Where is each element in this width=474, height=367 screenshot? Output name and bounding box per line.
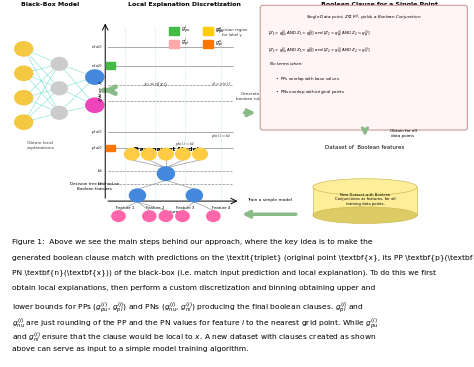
Text: Single Data point, $Z \in R^d$, yields a Boolean Conjunction: Single Data point, $Z \in R^d$, yields a…	[306, 13, 421, 23]
Text: Generate
boolean rules: Generate boolean rules	[237, 92, 264, 101]
Ellipse shape	[313, 207, 417, 224]
Circle shape	[51, 58, 67, 70]
Text: $\bullet$  PPs overlap with base values: $\bullet$ PPs overlap with base values	[275, 75, 340, 83]
Circle shape	[15, 115, 33, 129]
Text: Decision region
for label y: Decision region for label y	[217, 28, 247, 37]
Text: $x_1 = n(x_1)$: $x_1 = n(x_1)$	[211, 81, 231, 88]
Text: No terms when:: No terms when:	[270, 62, 303, 66]
Circle shape	[51, 106, 67, 119]
Bar	[203, 40, 213, 48]
Circle shape	[86, 70, 104, 84]
Circle shape	[141, 148, 156, 160]
Circle shape	[112, 211, 125, 221]
Text: $n(x_1)$: $n(x_1)$	[91, 43, 103, 51]
Bar	[169, 27, 179, 35]
Circle shape	[176, 211, 189, 221]
Text: Decision tree trained on
Boolean features: Decision tree trained on Boolean feature…	[70, 182, 119, 191]
Bar	[203, 27, 213, 35]
Text: $\bullet$  PNs overlap with original points: $\bullet$ PNs overlap with original poin…	[275, 88, 345, 96]
Circle shape	[15, 91, 33, 105]
Text: $g_{pl}^l$: $g_{pl}^l$	[181, 37, 189, 49]
Text: Black-Box Model: Black-Box Model	[21, 2, 79, 7]
Circle shape	[192, 148, 208, 160]
Text: Obtain for all
data points: Obtain for all data points	[390, 129, 416, 138]
Text: Feature 1: Feature 1	[116, 206, 134, 210]
Text: $g_{pl}^u$: $g_{pl}^u$	[215, 38, 223, 49]
Text: Feature 4: Feature 4	[212, 206, 230, 210]
Circle shape	[86, 98, 104, 112]
Text: Feature 3: Feature 3	[176, 206, 194, 210]
Text: Value: Value	[100, 86, 103, 98]
Text: Local Explanation Discretization: Local Explanation Discretization	[128, 2, 241, 7]
Text: Obtain local
explanations: Obtain local explanations	[27, 141, 54, 150]
Text: PN \textbf{n}(\textbf{x})) of the black-box (i.e. match input prediction and loc: PN \textbf{n}(\textbf{x})) of the black-…	[12, 269, 436, 276]
Text: $p(x_1)$: $p(x_1)$	[91, 128, 103, 135]
Text: $g_{pu}^u$: $g_{pu}^u$	[215, 25, 224, 36]
Text: $p(x_1) = b_2$: $p(x_1) = b_2$	[175, 140, 195, 148]
Text: New Dataset with Boolean
Conjunctions as features, for all
training data points.: New Dataset with Boolean Conjunctions as…	[335, 193, 395, 206]
Bar	[169, 40, 179, 48]
Circle shape	[207, 211, 220, 221]
Text: Dataset of  Boolean features: Dataset of Boolean features	[325, 145, 405, 150]
Text: obtain local explanations, then perform a custom discretization and binning obta: obtain local explanations, then perform …	[12, 285, 375, 291]
Circle shape	[158, 148, 173, 160]
Text: Feature 2: Feature 2	[146, 206, 164, 210]
Text: $g_{pu}^l$: $g_{pu}^l$	[181, 24, 190, 36]
Text: above can serve as input to a simple model training algorithm.: above can serve as input to a simple mod…	[12, 346, 248, 352]
Text: lower bounds for PPs ($g_{pu}^{(i)}$, $g_{pl}^{(i)}$) and PNs ($g_{nu}^{(i)}$, $: lower bounds for PPs ($g_{pu}^{(i)}$, $g…	[12, 300, 364, 316]
Circle shape	[129, 189, 146, 202]
Text: $n(x_2)$: $n(x_2)$	[91, 62, 103, 70]
Text: $[Z_1 > g_{pu}^{(i)}$ AND $Z_1 < g_{pl}^{(i)}]$ and $[Z_2 > g_{pu}^{(i)}$ AND $Z: $[Z_1 > g_{pu}^{(i)}$ AND $Z_1 < g_{pl}^…	[268, 28, 370, 40]
Bar	[106, 62, 115, 69]
Circle shape	[51, 82, 67, 95]
Circle shape	[143, 211, 156, 221]
Text: Boolean Clause for a Single Point: Boolean Clause for a Single Point	[321, 2, 438, 7]
FancyBboxPatch shape	[313, 187, 417, 215]
Text: and $g_{nl}^{(i)}$ ensure that the clause would be local to $x$. A new dataset w: and $g_{nl}^{(i)}$ ensure that the claus…	[12, 331, 376, 345]
FancyBboxPatch shape	[260, 5, 467, 130]
Text: $b_1$: $b_1$	[97, 167, 103, 175]
Text: Figure 1:  Above we see the main steps behind our approach, where the key idea i: Figure 1: Above we see the main steps be…	[12, 239, 372, 245]
Bar	[106, 145, 115, 152]
Circle shape	[15, 66, 33, 80]
Text: Transparent Model: Transparent Model	[133, 146, 199, 152]
Circle shape	[175, 148, 191, 160]
Circle shape	[186, 189, 202, 202]
Ellipse shape	[313, 179, 417, 195]
Text: $[Z_1 > g_{nu}^{(i)}$ AND $Z_1 < g_{nl}^{(i)}]$ and $[Z_2 > g_{nu}^{(i)}$ AND $Z: $[Z_1 > g_{nu}^{(i)}$ AND $Z_1 < g_{nl}^…	[268, 45, 370, 56]
Circle shape	[124, 148, 139, 160]
Circle shape	[157, 167, 174, 181]
Text: $g_{nu}^{(i)}$ are just rounding of the PP and the PN values for feature $i$ to : $g_{nu}^{(i)}$ are just rounding of the …	[12, 316, 378, 331]
Text: $x_2$: $x_2$	[97, 98, 103, 105]
Circle shape	[159, 211, 173, 221]
Text: Train a simple model: Train a simple model	[246, 198, 292, 202]
Text: $p(x_2)$: $p(x_2)$	[91, 145, 103, 152]
Text: Features: Features	[162, 210, 181, 214]
Text: $x_1$: $x_1$	[97, 81, 103, 88]
Text: $p(x_1) = b_2$: $p(x_1) = b_2$	[211, 132, 231, 140]
Text: $x_1 = n(x_1)$: $x_1 = n(x_1)$	[143, 80, 167, 89]
Text: generated boolean clause match with predictions on the \textit{triplet} (origina: generated boolean clause match with pred…	[12, 254, 474, 261]
Circle shape	[15, 42, 33, 56]
Text: $b_2$: $b_2$	[97, 181, 103, 188]
